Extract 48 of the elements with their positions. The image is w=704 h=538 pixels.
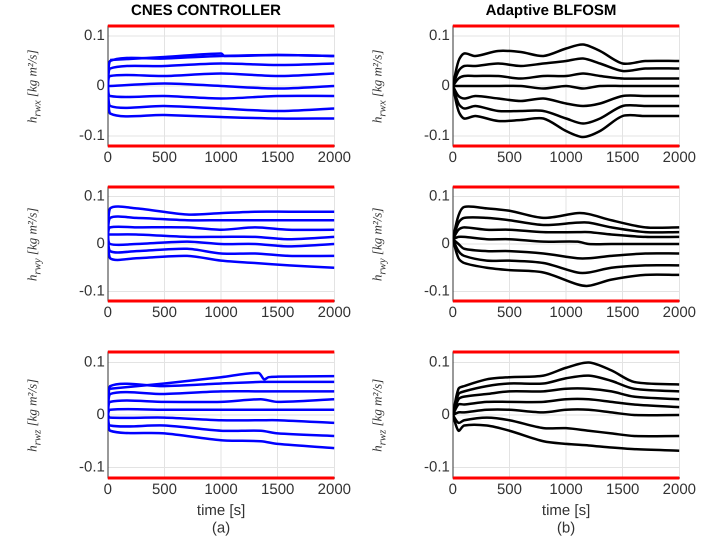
x-tick-label: 500	[496, 304, 522, 322]
y-tick-label: -0.1	[78, 458, 105, 476]
y-tick-label: 0.1	[84, 354, 105, 371]
x-tick-label: 2000	[662, 481, 696, 498]
y-tick-label: 0	[442, 406, 450, 424]
x-tick-label: 2000	[662, 304, 696, 322]
x-tick-label: 1500	[261, 149, 294, 166]
x-tick-label: 2000	[662, 149, 696, 166]
x-tick-label: 1500	[606, 481, 640, 498]
text: (b)	[556, 520, 576, 537]
x-tick-label: 1000	[204, 149, 238, 166]
y-tick-label: -0.1	[424, 282, 450, 300]
x-tick-label: 1500	[261, 304, 294, 322]
x-tick-label: 2000	[318, 149, 352, 166]
y-tick-label: 0	[96, 235, 105, 252]
y-tick-label: 0	[442, 235, 450, 252]
y-tick-label: -0.1	[78, 127, 105, 144]
y-tick-label: 0.1	[428, 27, 450, 44]
x-tick-label: 1500	[606, 304, 640, 322]
x-axis-title: time [s]	[542, 502, 590, 520]
x-tick-label: 1000	[549, 304, 583, 322]
y-tick-label: 0.1	[428, 188, 450, 205]
y-tick-label: 0.1	[84, 27, 105, 44]
x-tick-label: 500	[152, 149, 177, 166]
chart-title: CNES CONTROLLER	[131, 2, 282, 20]
x-tick-label: 2000	[318, 304, 352, 322]
x-tick-label: 500	[152, 304, 177, 322]
x-tick-label: 500	[496, 149, 522, 166]
x-tick-label: 1500	[606, 149, 640, 166]
x-tick-label: 1500	[261, 481, 294, 498]
x-tick-label: 1000	[204, 481, 238, 498]
y-tick-label: -0.1	[78, 282, 105, 300]
x-tick-label: 500	[152, 481, 177, 498]
y-tick-label: 0.1	[84, 188, 105, 205]
y-tick-label: -0.1	[424, 127, 450, 144]
x-tick-label: 500	[496, 481, 522, 498]
y-tick-label: 0.1	[428, 354, 450, 371]
x-tick-label: 1000	[204, 304, 238, 322]
y-tick-label: -0.1	[424, 458, 450, 476]
text: (a)	[212, 520, 230, 537]
x-axis-title: time [s]	[196, 502, 246, 520]
y-tick-label: 0	[96, 77, 105, 94]
chart-title: Adaptive BLFOSM	[486, 2, 616, 20]
x-tick-label: 1000	[549, 481, 583, 498]
y-tick-label: 0	[442, 77, 450, 94]
x-tick-label: 1000	[549, 149, 583, 166]
x-tick-label: 2000	[318, 481, 352, 498]
y-tick-label: 0	[96, 406, 105, 424]
